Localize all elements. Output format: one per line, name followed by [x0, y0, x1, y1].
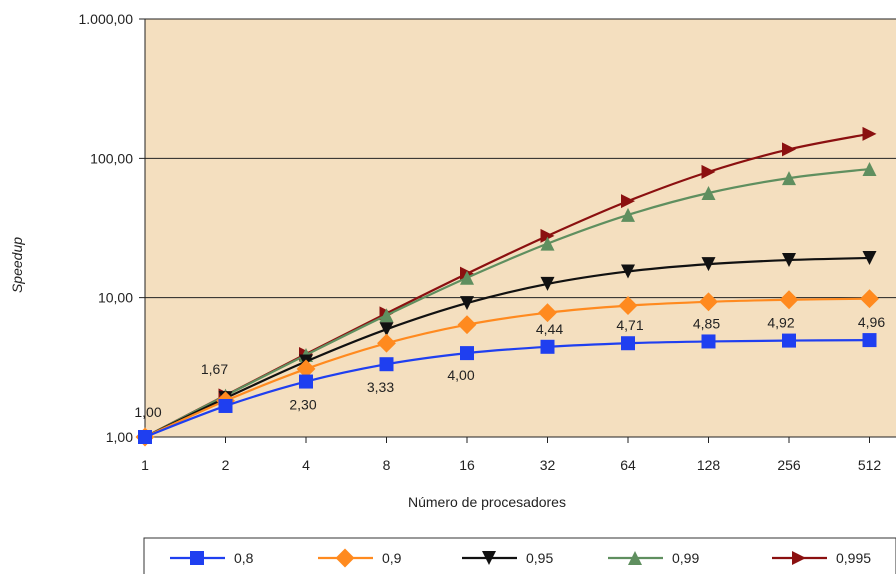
data-point	[621, 336, 635, 351]
data-point	[460, 296, 474, 311]
legend-label: 0,95	[526, 550, 553, 566]
data-point	[138, 430, 152, 444]
data-point	[701, 257, 716, 272]
y-tick-label: 1,00	[106, 429, 133, 445]
data-label: 3,33	[367, 379, 394, 395]
x-tick-label: 32	[540, 457, 556, 473]
y-tick-label: 100,00	[90, 150, 133, 166]
legend-label: 0,995	[836, 550, 871, 566]
data-point	[782, 142, 796, 157]
legend-item: 0,95	[462, 550, 553, 566]
series-0-95	[138, 250, 877, 444]
legend-marker	[335, 548, 355, 568]
data-label: 4,85	[693, 315, 720, 331]
legend-marker	[190, 551, 204, 565]
data-point	[379, 308, 394, 323]
data-point	[701, 164, 716, 179]
data-point	[460, 346, 474, 361]
data-label: 4,44	[536, 321, 563, 337]
data-label: 1,00	[134, 404, 161, 420]
data-label: 4,00	[447, 367, 474, 383]
legend-item: 0,9	[318, 548, 402, 568]
legend-item: 0,99	[608, 550, 699, 566]
data-point	[782, 253, 796, 268]
x-tick-label: 256	[777, 457, 801, 473]
y-tick-label: 10,00	[98, 290, 133, 306]
x-tick-label: 16	[459, 457, 475, 473]
data-point	[540, 339, 555, 354]
legend-label: 0,9	[382, 550, 402, 566]
data-point	[377, 333, 396, 353]
data-point	[299, 374, 313, 389]
data-point	[379, 357, 394, 372]
data-point	[862, 126, 877, 141]
data-point	[782, 333, 796, 348]
data-point	[621, 194, 635, 209]
legend-item: 0,8	[170, 550, 254, 566]
data-point	[540, 228, 555, 243]
series-line	[144, 256, 870, 438]
data-point	[701, 185, 716, 200]
data-point	[701, 334, 716, 349]
x-tick-label: 4	[302, 457, 310, 473]
series-line	[144, 338, 870, 439]
axes: 1,00 10,00 100,00 1.000,00 1 2 4 8 16 32 64 128 256 5…	[79, 11, 896, 473]
data-label: 4,96	[858, 314, 885, 330]
y-axis-title: Speedup	[9, 237, 25, 293]
legend-label: 0,8	[234, 550, 254, 566]
data-point	[862, 162, 877, 177]
x-tick-label: 512	[858, 457, 882, 473]
data-point	[460, 270, 474, 285]
data-point	[540, 236, 555, 251]
x-axis-title: Número de procesadores	[408, 494, 566, 510]
data-point	[699, 292, 718, 312]
data-label: 1,67	[201, 361, 228, 377]
legend-marker	[482, 551, 496, 565]
series-line	[144, 297, 870, 439]
data-point	[621, 207, 635, 222]
data-point	[782, 171, 796, 186]
plot-area	[145, 19, 896, 437]
series-line	[144, 167, 870, 438]
legend-item: 0,995	[772, 550, 871, 566]
data-point	[538, 303, 557, 323]
data-label: 4,71	[616, 317, 643, 333]
data-point	[296, 359, 316, 379]
data-point	[862, 250, 877, 265]
data-point	[218, 398, 233, 413]
data-point	[379, 322, 394, 337]
y-tick-label: 1.000,00	[79, 11, 134, 27]
data-labels: 1,00 1,67 2,30 3,33 4,00 4,44 4,71 4,85 4,92 4,96	[134, 314, 885, 420]
legend-marker	[628, 551, 642, 565]
data-point	[618, 296, 638, 316]
data-point	[862, 333, 877, 348]
x-tick-label: 2	[222, 457, 230, 473]
data-label: 4,92	[767, 315, 794, 331]
data-point	[621, 264, 635, 279]
data-point	[457, 315, 477, 335]
legend-box	[143, 537, 896, 574]
series-0-8	[138, 333, 877, 444]
data-point	[779, 290, 799, 310]
legend: 0,8 0,9 0,95 0,99 0,995	[143, 537, 896, 574]
legend-label: 0,99	[672, 550, 699, 566]
x-tick-label: 128	[697, 457, 721, 473]
data-point	[540, 276, 555, 291]
series-layer	[135, 126, 879, 447]
x-tick-label: 1	[141, 457, 149, 473]
data-point	[860, 289, 879, 309]
legend-marker	[792, 551, 806, 565]
data-label: 2,30	[289, 397, 316, 413]
x-tick-label: 8	[383, 457, 391, 473]
x-tick-label: 64	[620, 457, 636, 473]
